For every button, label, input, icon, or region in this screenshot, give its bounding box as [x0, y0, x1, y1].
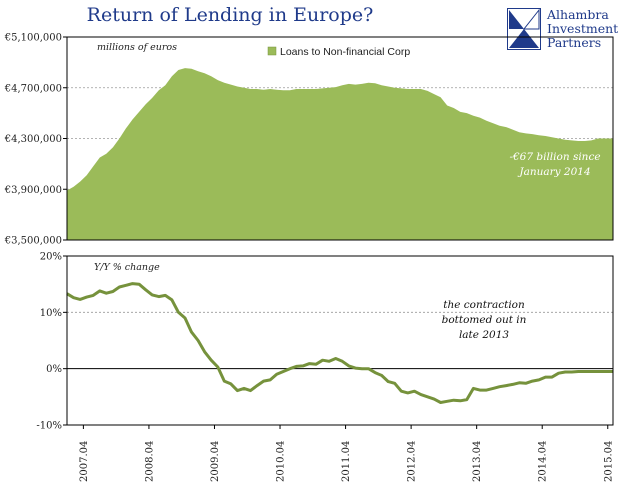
x-tick-label: 2008.04	[144, 441, 155, 482]
legend-swatch	[267, 46, 277, 56]
x-tick-label: 2010.04	[276, 441, 287, 482]
x-tick-label: 2011.04	[341, 441, 352, 482]
page-title: Return of Lending in Europe?	[86, 4, 374, 26]
y-tick-label: 10%	[40, 308, 62, 319]
y-tick-label: €3,500,000	[4, 236, 62, 247]
area-series	[67, 68, 613, 240]
top-chart-panel: €3,500,000 €3,900,000 €4,300,000 €4,700,000…	[4, 33, 614, 247]
bottom-chart-panel: -10% 0% 10% 20% Y/Y % change the contraction b…	[36, 252, 614, 483]
logo: Alhambra Investment Partners	[507, 8, 637, 50]
y-tick-label: €5,100,000	[4, 33, 62, 44]
annotation-text: January 2014	[517, 166, 590, 178]
x-tick-label: 2009.04	[210, 441, 221, 482]
legend-label: Loans to Non-financial Corp	[280, 46, 410, 58]
y-tick-label: 20%	[40, 252, 62, 263]
x-tick-label: 2007.04	[79, 441, 90, 482]
x-tick-label: 2013.04	[472, 441, 483, 482]
unit-label: Y/Y % change	[94, 262, 160, 273]
line-series	[66, 282, 613, 404]
annotation-text: bottomed out in	[442, 314, 527, 326]
annotation-text: -€67 billion since	[509, 151, 600, 163]
plot-frame	[66, 255, 614, 426]
logo-text-line2: Investment	[547, 21, 619, 36]
unit-label: millions of euros	[97, 42, 177, 53]
annotation-text: the contraction	[443, 299, 525, 311]
logo-text-line3: Partners	[547, 35, 602, 50]
y-tick-label: €4,300,000	[4, 134, 62, 145]
y-tick-label: €4,700,000	[4, 83, 62, 94]
y-tick-label: €3,900,000	[4, 185, 62, 196]
annotation-text: late 2013	[459, 329, 509, 341]
x-tick-label: 2015.04	[603, 441, 614, 482]
compass-logo-icon	[507, 8, 541, 50]
x-tick-label: 2012.04	[407, 441, 418, 482]
logo-text-line1: Alhambra	[547, 7, 609, 22]
x-tick-label: 2014.04	[538, 441, 549, 482]
y-tick-label: -10%	[36, 421, 62, 432]
y-tick-label: 0%	[46, 364, 62, 375]
